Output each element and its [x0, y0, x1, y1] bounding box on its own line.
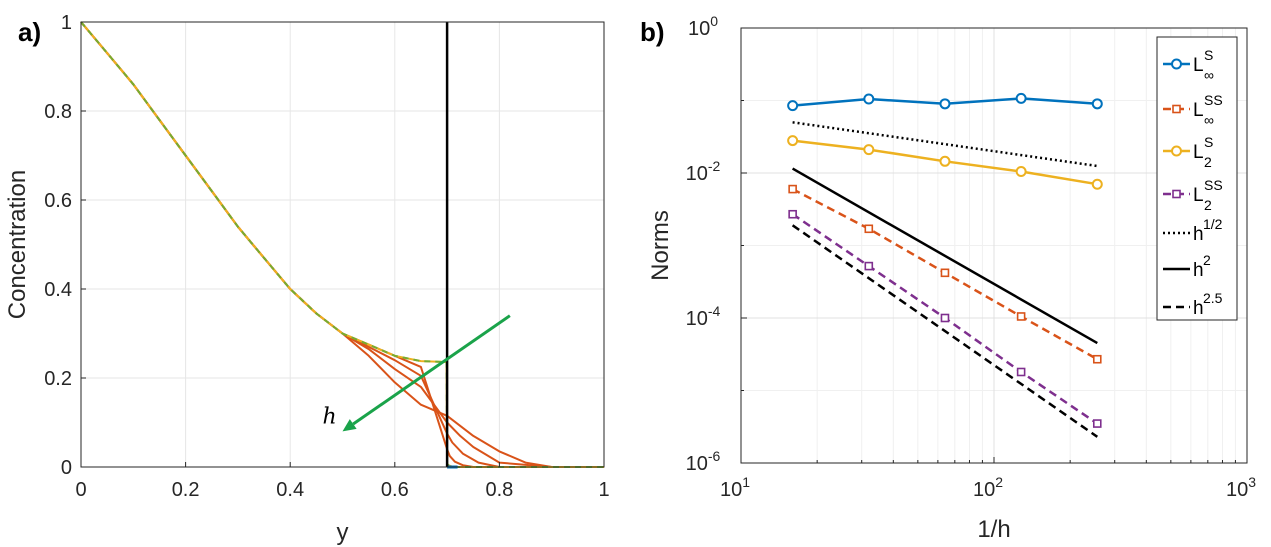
panel-a-axes-box — [81, 22, 604, 467]
panel-b-x-axis-label: 1/h — [977, 516, 1010, 543]
panel-b-marker-L_2^S — [939, 155, 951, 167]
panel-a-y-tick-label: 1 — [61, 12, 72, 34]
legend-marker-L_inf^SS — [1172, 104, 1181, 114]
h-arrow-shaft — [352, 314, 511, 426]
legend-label-base: h — [1193, 224, 1204, 245]
legend-label-sup: 1/2 — [1203, 216, 1223, 232]
legend-label-sup: SS — [1204, 177, 1223, 193]
panel-b-x-tick-label: 102 — [973, 474, 1003, 501]
panel-b-y-tick-exp: -6 — [708, 448, 721, 464]
panel-b-label: b) — [640, 17, 665, 47]
panel-b-y-tick-label: 10-4 — [686, 303, 721, 330]
panel-a-y-tick-label: 0.2 — [44, 368, 72, 390]
legend-marker-L_2^SS — [1172, 189, 1181, 199]
legend-label-sub: 2 — [1204, 154, 1212, 170]
legend-marker-L_inf^S — [1171, 58, 1182, 70]
legend-label-sup: S — [1204, 134, 1213, 150]
panel-b-x-tick-label: 101 — [720, 474, 750, 501]
panel-b-marker-L_inf^S — [939, 98, 951, 110]
panel-a-x-tick-label: 0.8 — [485, 479, 513, 501]
panel-b-marker-L_inf^SS — [940, 268, 950, 278]
panel-b-x-tick-base: 10 — [1226, 479, 1248, 501]
panel-b-y-tick-base: 10 — [688, 18, 710, 40]
legend-label-base: L — [1193, 100, 1204, 121]
panel-b-marker-L_2^S — [1091, 178, 1103, 190]
panel-b-series-h^(1/2) — [792, 121, 1098, 168]
panel-b-x-tick-base: 10 — [973, 479, 995, 501]
panel-a-x-tick-label: 0.4 — [276, 479, 304, 501]
legend-label-base: L — [1193, 55, 1204, 76]
panel-b-marker-L_2^S — [1015, 165, 1027, 177]
panel-b-marker-L_2^SS — [1016, 367, 1026, 377]
panel-a-x-tick-label: 0.2 — [172, 479, 200, 501]
panel-b-y-tick-base: 10 — [686, 308, 708, 330]
panel-a-ticks: 0 0.2 0.4 0.6 0.8 1 0 0.2 0.4 0.6 0.8 1 — [44, 12, 609, 501]
panel-a-y-tick-label: 0.8 — [44, 101, 72, 123]
legend-marker-L_2^S — [1171, 145, 1182, 157]
panel-b-y-axis-label: Norms — [647, 210, 674, 281]
panel-b-series-h^(2.5) — [791, 224, 1099, 438]
panel-a-label: a) — [18, 17, 41, 47]
legend-label-sup: SS — [1204, 92, 1223, 108]
legend-label-base: L — [1193, 142, 1204, 163]
panel-b-marker-L_2^SS — [788, 209, 797, 219]
panel-a: h 0 0.2 0.4 0.6 0.8 1 0 0.2 0.4 0.6 0.8 1 a) y Conc… — [4, 12, 610, 546]
h-arrow-head — [342, 419, 357, 432]
panel-b-marker-L_inf^S — [863, 93, 875, 105]
panel-b-x-tick-exp: 2 — [995, 474, 1003, 490]
panel-b-marker-L_inf^S — [1015, 92, 1027, 104]
legend-label-base: L — [1193, 185, 1204, 206]
legend-label-sup: 2.5 — [1203, 290, 1223, 306]
panel-a-y-tick-label: 0.6 — [44, 190, 72, 212]
legend-label-sup: S — [1204, 47, 1213, 63]
panel-b-marker-L_2^SS — [940, 313, 950, 323]
legend-label-sub: ∞ — [1204, 112, 1214, 128]
h-annotation-label: h — [323, 404, 337, 429]
panel-b-marker-L_inf^S — [1091, 98, 1103, 110]
panel-b-marker-L_2^SS — [1092, 419, 1102, 428]
panel-a-x-tick-label: 0 — [75, 479, 86, 501]
legend-box — [1156, 36, 1238, 321]
panel-b-series-h^2 — [791, 167, 1098, 345]
panel-b-x-tick-exp: 3 — [1248, 474, 1256, 490]
panel-a-y-tick-label: 0 — [61, 457, 72, 479]
panel-b-marker-L_inf^SS — [1016, 312, 1026, 321]
panel-b-x-tick-base: 10 — [720, 479, 742, 501]
panel-b-y-tick-label: 100 — [688, 13, 718, 40]
panel-b-y-tick-base: 10 — [686, 453, 708, 475]
legend-label-sub: 2 — [1204, 197, 1212, 213]
panel-a-x-tick-label: 1 — [598, 479, 609, 501]
panel-b-marker-L_inf^S — [787, 100, 799, 112]
panel-b-x-tick-exp: 1 — [742, 474, 750, 490]
panel-b-marker-L_inf^SS — [1092, 354, 1102, 364]
panel-b-marker-L_2^SS — [864, 261, 874, 271]
legend-label-base: h — [1193, 298, 1204, 319]
panel-a-y-axis-label: Concentration — [4, 170, 31, 319]
legend-label-base: h — [1193, 260, 1204, 281]
panel-b-series — [787, 92, 1103, 438]
panel-b-marker-L_2^S — [863, 144, 875, 156]
legend-label-sup: 2 — [1203, 252, 1211, 268]
panel-b-y-tick-exp: -4 — [708, 303, 721, 319]
panel-b-y-tick-label: 10-2 — [686, 158, 721, 185]
panel-a-frame — [80, 21, 605, 468]
panel-b-marker-L_inf^SS — [788, 184, 797, 194]
panel-b-marker-L_inf^SS — [864, 224, 874, 234]
panel-a-x-tick-label: 0.6 — [381, 479, 409, 501]
panel-b-marker-L_2^S — [787, 135, 799, 147]
panel-b-y-tick-exp: 0 — [710, 13, 718, 29]
panel-b-y-tick-label: 10-6 — [686, 448, 721, 475]
panel-a-y-tick-label: 0.4 — [44, 279, 72, 301]
panel-b-y-tick-base: 10 — [686, 163, 708, 185]
panel-b-x-tick-label: 103 — [1226, 474, 1256, 501]
panel-b-y-tick-exp: -2 — [708, 158, 721, 174]
panel-a-annotation: h — [323, 314, 511, 432]
panel-a-x-axis-label: y — [337, 519, 349, 546]
legend-label-sub: ∞ — [1204, 67, 1214, 83]
